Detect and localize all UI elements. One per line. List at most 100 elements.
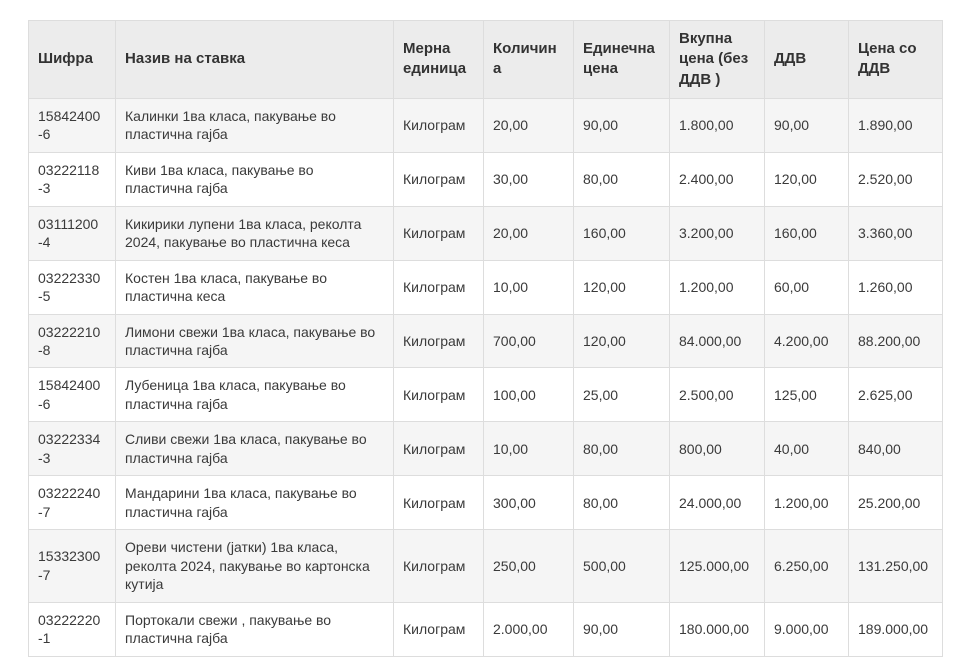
cell-name: Калинки 1ва класа, пакување во пластична…: [115, 97, 394, 153]
cell-total-with-vat: 1.890,00: [848, 97, 943, 153]
cell-code: 03222334 -3: [28, 421, 116, 477]
cell-code: 15842400 -6: [28, 97, 116, 153]
cell-name: Лубеница 1ва класа, пакување во пластичн…: [115, 367, 394, 423]
cell-unit: Килограм: [393, 151, 484, 207]
cell-total-without-vat: 125.000,00: [669, 529, 765, 603]
cell-quantity: 30,00: [483, 151, 574, 207]
table-row: 03222330 -5 Костен 1ва класа, пакување во…: [28, 259, 943, 315]
cell-unit-price: 500,00: [573, 529, 670, 603]
table-row: 15842400 -6 Лубеница 1ва класа, пакување …: [28, 367, 943, 423]
cell-quantity: 700,00: [483, 313, 574, 369]
cell-total-with-vat: 189.000,00: [848, 601, 943, 657]
table-row: 03222210 -8 Лимони свежи 1ва класа, пакув…: [28, 313, 943, 369]
cell-name: Портокали свежи , пакување во пластична …: [115, 601, 394, 657]
table-row: 15842400 -6 Калинки 1ва класа, пакување в…: [28, 97, 943, 153]
cell-quantity: 20,00: [483, 97, 574, 153]
cell-total-without-vat: 3.200,00: [669, 205, 765, 261]
cell-quantity: 300,00: [483, 475, 574, 531]
cell-total-without-vat: 24.000,00: [669, 475, 765, 531]
cell-quantity: 250,00: [483, 529, 574, 603]
cell-vat: 9.000,00: [764, 601, 849, 657]
cell-code: 03222118 -3: [28, 151, 116, 207]
table-row: 03222118 -3 Киви 1ва класа, пакување во п…: [28, 151, 943, 207]
cell-unit: Килограм: [393, 529, 484, 603]
cell-vat: 60,00: [764, 259, 849, 315]
cell-unit-price: 160,00: [573, 205, 670, 261]
column-header-code: Шифра: [28, 20, 116, 99]
cell-unit-price: 120,00: [573, 259, 670, 315]
items-table: Шифра Назив на ставка Мерна единица Количин…: [28, 20, 943, 657]
cell-code: 03222330 -5: [28, 259, 116, 315]
column-header-total-without-vat: Вкупна цена (без ДДВ ): [669, 20, 765, 99]
cell-vat: 120,00: [764, 151, 849, 207]
cell-unit-price: 90,00: [573, 97, 670, 153]
table-row: 03222334 -3 Сливи свежи 1ва класа, пакува…: [28, 421, 943, 477]
column-header-unit-price: Единечна цена: [573, 20, 670, 99]
cell-total-with-vat: 3.360,00: [848, 205, 943, 261]
cell-code: 03222240 -7: [28, 475, 116, 531]
cell-unit-price: 80,00: [573, 475, 670, 531]
cell-vat: 160,00: [764, 205, 849, 261]
cell-total-with-vat: 131.250,00: [848, 529, 943, 603]
cell-total-with-vat: 2.625,00: [848, 367, 943, 423]
table-row: 15332300 -7 Ореви чистени (јатки) 1ва кла…: [28, 529, 943, 603]
cell-total-with-vat: 1.260,00: [848, 259, 943, 315]
cell-unit-price: 25,00: [573, 367, 670, 423]
cell-code: 15842400 -6: [28, 367, 116, 423]
cell-name: Костен 1ва класа, пакување во пластична …: [115, 259, 394, 315]
cell-unit: Килограм: [393, 421, 484, 477]
cell-name: Кикирики лупени 1ва класа, реколта 2024,…: [115, 205, 394, 261]
cell-unit: Килограм: [393, 205, 484, 261]
cell-vat: 40,00: [764, 421, 849, 477]
cell-unit: Килограм: [393, 601, 484, 657]
cell-unit: Килограм: [393, 475, 484, 531]
cell-unit-price: 120,00: [573, 313, 670, 369]
table-row: 03222220 -1 Портокали свежи , пакување во…: [28, 601, 943, 657]
cell-unit-price: 90,00: [573, 601, 670, 657]
table-row: 03111200 -4 Кикирики лупени 1ва класа, ре…: [28, 205, 943, 261]
cell-name: Ореви чистени (јатки) 1ва класа, реколта…: [115, 529, 394, 603]
cell-code: 03111200 -4: [28, 205, 116, 261]
cell-name: Мандарини 1ва класа, пакување во пластич…: [115, 475, 394, 531]
cell-code: 03222210 -8: [28, 313, 116, 369]
cell-vat: 6.250,00: [764, 529, 849, 603]
cell-total-without-vat: 180.000,00: [669, 601, 765, 657]
cell-quantity: 2.000,00: [483, 601, 574, 657]
column-header-name: Назив на ставка: [115, 20, 394, 99]
header-row: Шифра Назив на ставка Мерна единица Количин…: [28, 20, 943, 99]
cell-total-with-vat: 25.200,00: [848, 475, 943, 531]
cell-code: 03222220 -1: [28, 601, 116, 657]
cell-total-with-vat: 88.200,00: [848, 313, 943, 369]
column-header-unit: Мерна единица: [393, 20, 484, 99]
cell-name: Киви 1ва класа, пакување во пластична га…: [115, 151, 394, 207]
column-header-vat: ДДВ: [764, 20, 849, 99]
cell-quantity: 10,00: [483, 421, 574, 477]
cell-name: Сливи свежи 1ва класа, пакување во пласт…: [115, 421, 394, 477]
cell-unit-price: 80,00: [573, 421, 670, 477]
column-header-quantity: Количина: [483, 20, 574, 99]
cell-vat: 4.200,00: [764, 313, 849, 369]
cell-unit: Килограм: [393, 313, 484, 369]
cell-total-without-vat: 1.800,00: [669, 97, 765, 153]
cell-code: 15332300 -7: [28, 529, 116, 603]
cell-unit: Килограм: [393, 259, 484, 315]
cell-name: Лимони свежи 1ва класа, пакување во плас…: [115, 313, 394, 369]
cell-total-without-vat: 2.500,00: [669, 367, 765, 423]
column-header-total-with-vat: Цена со ДДВ: [848, 20, 943, 99]
cell-unit: Килограм: [393, 367, 484, 423]
cell-total-without-vat: 2.400,00: [669, 151, 765, 207]
cell-total-without-vat: 800,00: [669, 421, 765, 477]
cell-unit: Килограм: [393, 97, 484, 153]
cell-total-with-vat: 840,00: [848, 421, 943, 477]
table-row: 03222240 -7 Мандарини 1ва класа, пакување…: [28, 475, 943, 531]
cell-total-without-vat: 1.200,00: [669, 259, 765, 315]
cell-quantity: 100,00: [483, 367, 574, 423]
cell-vat: 90,00: [764, 97, 849, 153]
cell-quantity: 10,00: [483, 259, 574, 315]
cell-vat: 125,00: [764, 367, 849, 423]
cell-quantity: 20,00: [483, 205, 574, 261]
cell-total-without-vat: 84.000,00: [669, 313, 765, 369]
cell-vat: 1.200,00: [764, 475, 849, 531]
cell-unit-price: 80,00: [573, 151, 670, 207]
